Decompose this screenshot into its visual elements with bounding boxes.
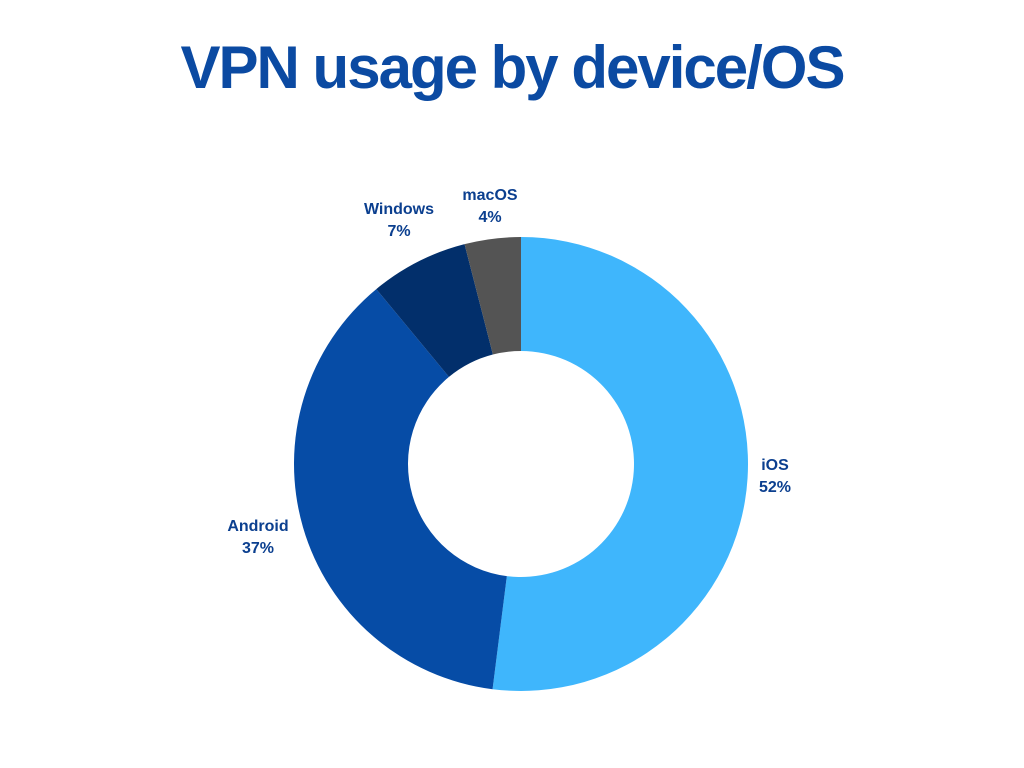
slice-label-macos: macOS [462, 187, 517, 204]
slice-label-windows: Windows [364, 201, 434, 218]
donut-slices [294, 237, 749, 691]
slice-label-android: Android [227, 518, 288, 535]
chart-title: VPN usage by device/OS [180, 34, 846, 101]
slice-windows [376, 244, 493, 377]
slice-value-macos: 4% [478, 209, 501, 226]
slice-android [294, 289, 507, 690]
slice-value-android: 37% [242, 540, 274, 557]
slice-value-windows: 7% [387, 223, 410, 240]
slice-labels: iOS 52% Android 37% Windows 7% macOS 4% [227, 187, 791, 557]
slice-ios [492, 237, 749, 691]
slice-macos [464, 237, 521, 355]
slice-label-ios: iOS [761, 457, 789, 474]
slice-value-ios: 52% [759, 479, 791, 496]
